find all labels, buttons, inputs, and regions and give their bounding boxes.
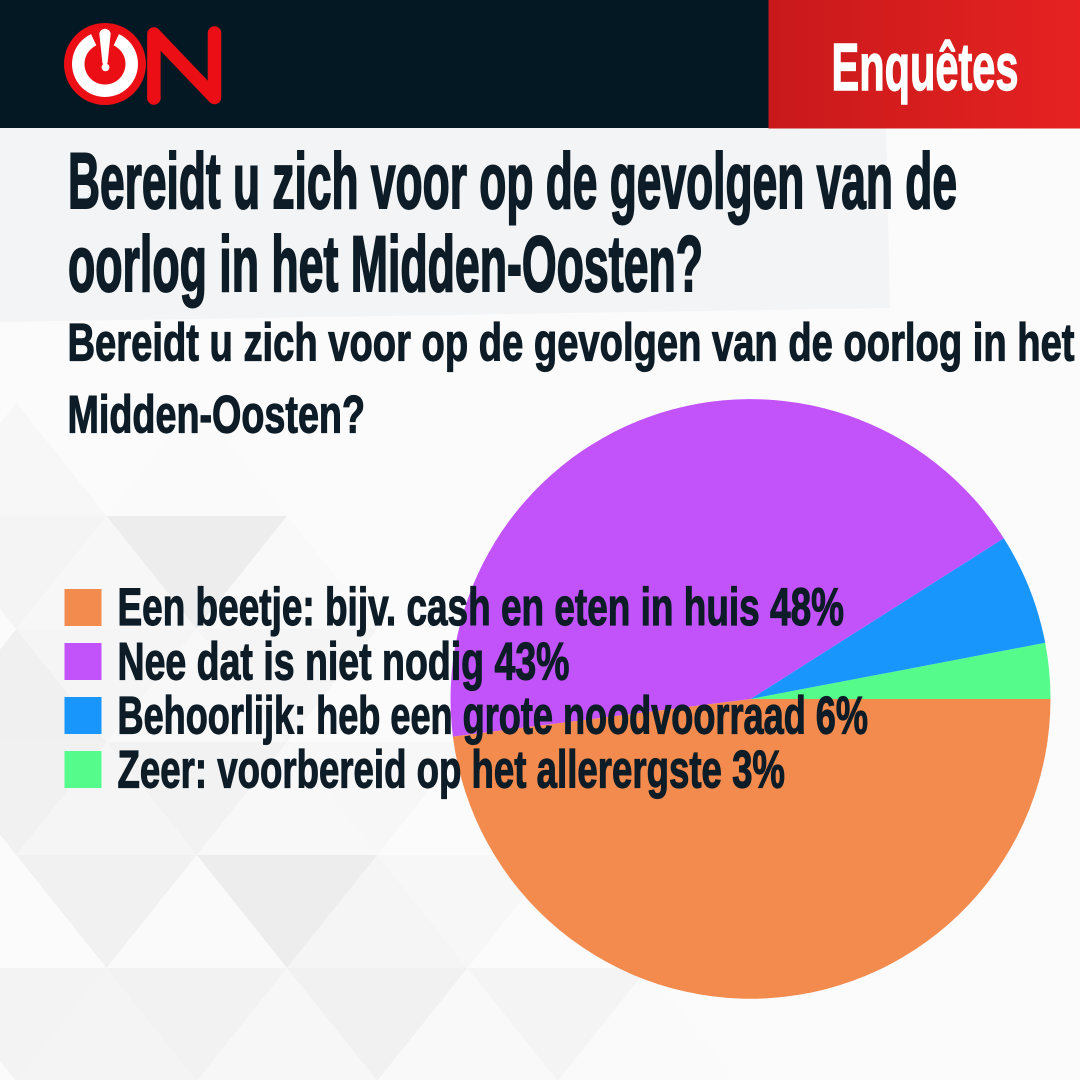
svg-text:Nee dat is niet nodig 43%: Nee dat is niet nodig 43%: [118, 633, 570, 692]
svg-text:Behoorlijk: heb een grote nood: Behoorlijk: heb een grote noodvoorraad 6…: [118, 687, 869, 746]
svg-text:Bereidt u zich voor op de gevo: Bereidt u zich voor op de gevolgen van d…: [68, 314, 1075, 373]
svg-text:Zeer: voorbereid op het allere: Zeer: voorbereid op het allerergste 3%: [118, 741, 786, 800]
svg-text:oorlog in het Midden-Oosten?: oorlog in het Midden-Oosten?: [68, 219, 703, 308]
svg-text:Midden-Oosten?: Midden-Oosten?: [68, 386, 366, 445]
svg-text:Enquêtes: Enquêtes: [832, 30, 1019, 105]
svg-text:Bereidt u zich voor op de gevo: Bereidt u zich voor op de gevolgen van d…: [68, 136, 957, 225]
svg-text:Een beetje: bijv. cash en eten: Een beetje: bijv. cash en eten in huis 4…: [118, 578, 845, 637]
